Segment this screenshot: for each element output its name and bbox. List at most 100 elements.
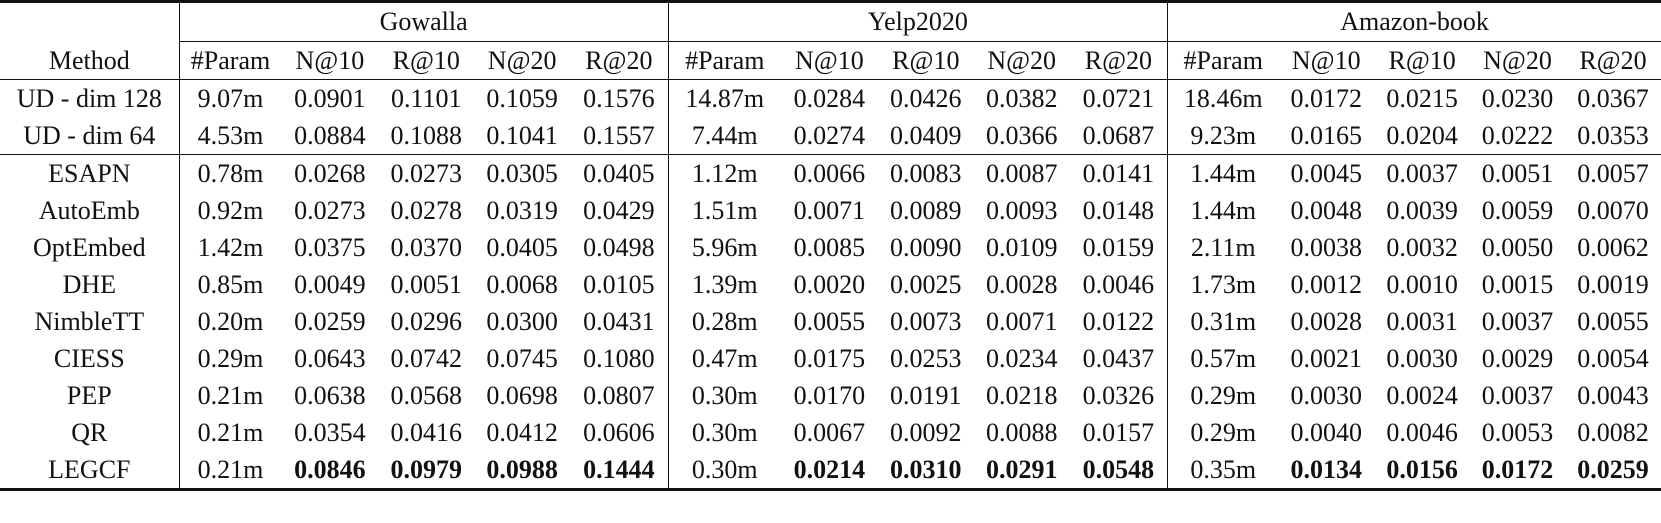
metric-value-cell: 0.0296	[390, 307, 463, 336]
metric-value-cell: 0.0367	[1564, 79, 1661, 117]
metric-value-cell: 0.1444	[570, 451, 669, 491]
param-count-cell: 0.47m	[667, 340, 781, 377]
metric-header: R@20	[1084, 46, 1153, 75]
metric-value-cell: 0.0048	[1290, 196, 1362, 225]
metric-header: R@20	[1579, 46, 1647, 75]
metric-value-cell: 0.0068	[486, 270, 558, 299]
metric-value-cell: 0.0066	[780, 154, 878, 192]
metric-value-cell: 0.0268	[281, 154, 379, 192]
metric-value-cell: 0.0405	[570, 154, 669, 192]
table-row: PEP 0.21m 0.0638 0.0568 0.0698 0.0807 0.30m 0.0…	[0, 377, 1661, 414]
param-count-cell: 0.85m	[178, 266, 282, 303]
param-count-cell: 0.31m	[1167, 303, 1279, 340]
method-name: DHE	[62, 270, 117, 299]
dataset-header-gowalla: Gowalla	[178, 0, 669, 42]
metric-value-cell: 0.0375	[294, 233, 366, 262]
table-row: ESAPN 0.78m 0.0268 0.0273 0.0305 0.0405 1.12m 0…	[0, 154, 1661, 192]
metric-value-cell: 0.0030	[1290, 381, 1362, 410]
metric-value-cell: 0.0050	[1481, 233, 1554, 262]
metric-value-cell: 0.0884	[294, 121, 366, 150]
metric-value-cell: 0.0059	[1481, 196, 1554, 225]
metric-value-cell: 0.1576	[570, 79, 669, 117]
metric-value-cell: 0.0015	[1481, 270, 1554, 299]
metric-value-cell: 0.0045	[1278, 154, 1375, 192]
metric-value-cell: 0.0109	[985, 233, 1058, 262]
metric-value-cell: 0.1080	[583, 344, 655, 373]
metric-value-cell: 0.0037	[1481, 307, 1554, 336]
metric-value-cell: 0.0291	[973, 451, 1070, 491]
metric-value-cell: 0.0846	[281, 451, 379, 491]
metric-value-cell: 0.0429	[583, 196, 655, 225]
metric-value-cell: 0.0366	[985, 121, 1058, 150]
table-body: UD - dim 128 9.07m 0.0901 0.1101 0.1059 0.157…	[0, 79, 1661, 491]
metric-value-cell: 0.0310	[877, 451, 974, 491]
metric-value-cell: 0.0215	[1374, 79, 1471, 117]
metric-value-cell: 0.0278	[390, 196, 463, 225]
metric-value-cell: 0.0638	[294, 381, 366, 410]
metric-value-cell: 0.0204	[1386, 121, 1458, 150]
metric-value-cell: 0.1041	[486, 121, 558, 150]
method-name: OptEmbed	[33, 233, 146, 262]
metric-value-cell: 0.0054	[1577, 344, 1649, 373]
metric-value-cell: 0.0742	[390, 344, 463, 373]
metric-value-cell: 0.0040	[1290, 418, 1362, 447]
metric-header: N@20	[1483, 46, 1552, 75]
metric-value-cell: 0.0273	[378, 154, 475, 192]
metric-value-cell: 0.0156	[1374, 451, 1471, 491]
metric-value-cell: 0.0028	[1290, 307, 1362, 336]
method-name: UD - dim 128	[0, 79, 180, 117]
method-name: UD - dim 64	[23, 121, 156, 150]
param-count-cell: 0.21m	[178, 451, 282, 491]
metric-value-cell: 0.0319	[486, 196, 558, 225]
metric-value-cell: 0.0019	[1577, 270, 1649, 299]
method-name: AutoEmb	[38, 196, 140, 225]
metric-value-cell: 0.0230	[1470, 79, 1565, 117]
metric-header-row: Method #Param N@10 R@10 N@20 R@20 #Param N@10 R…	[0, 41, 1661, 80]
metric-value-cell: 0.0259	[294, 307, 366, 336]
metric-value-cell: 0.0032	[1386, 233, 1458, 262]
metric-value-cell: 0.0073	[890, 307, 962, 336]
metric-value-cell: 0.0010	[1386, 270, 1458, 299]
table-row: DHE 0.85m 0.0049 0.0051 0.0068 0.0105 1.39m 0.0…	[0, 266, 1661, 303]
metric-header: N@10	[795, 46, 864, 75]
param-count-cell: 0.57m	[1167, 340, 1279, 377]
metric-value-cell: 0.0172	[1278, 79, 1375, 117]
metric-value-cell: 0.0498	[583, 233, 655, 262]
metric-value-cell: 0.0721	[1069, 79, 1168, 117]
param-count-cell: 0.20m	[178, 303, 282, 340]
param-count-cell: 1.73m	[1167, 266, 1279, 303]
metric-value-cell: 0.0051	[1470, 154, 1565, 192]
metric-value-cell: 0.0416	[390, 418, 463, 447]
metric-value-cell: 0.0031	[1386, 307, 1458, 336]
metric-value-cell: 0.0901	[281, 79, 379, 117]
metric-value-cell: 0.0284	[780, 79, 878, 117]
metric-value-cell: 0.0037	[1481, 381, 1554, 410]
metric-value-cell: 0.0170	[793, 381, 866, 410]
metric-value-cell: 0.0326	[1082, 381, 1155, 410]
metric-value-cell: 0.0643	[294, 344, 366, 373]
param-count-cell: 9.07m	[178, 79, 282, 117]
param-count-cell: 0.35m	[1167, 451, 1279, 491]
param-count-cell: 0.29m	[1167, 414, 1279, 451]
metric-value-cell: 0.0025	[890, 270, 962, 299]
metric-value-cell: 0.0979	[378, 451, 475, 491]
metric-value-cell: 0.0089	[890, 196, 962, 225]
metric-value-cell: 0.0305	[474, 154, 571, 192]
metric-value-cell: 0.0051	[390, 270, 463, 299]
metric-value-cell: 0.0021	[1290, 344, 1362, 373]
param-count-cell: 14.87m	[667, 79, 781, 117]
metric-value-cell: 0.0426	[877, 79, 974, 117]
param-count-cell: 9.23m	[1167, 117, 1279, 155]
metric-value-cell: 0.0157	[1082, 418, 1155, 447]
metric-value-cell: 0.0274	[793, 121, 866, 150]
param-count-cell: 4.53m	[178, 117, 282, 155]
param-count-cell: 0.21m	[178, 414, 282, 451]
metric-value-cell: 0.0037	[1374, 154, 1471, 192]
metric-value-cell: 0.0253	[890, 344, 962, 373]
metric-value-cell: 0.0020	[793, 270, 866, 299]
dataset-header-row: Gowalla Yelp2020 Amazon-book	[0, 0, 1661, 42]
metric-value-cell: 0.0568	[390, 381, 463, 410]
metric-value-cell: 0.0071	[985, 307, 1058, 336]
metric-value-cell: 0.1059	[474, 79, 571, 117]
